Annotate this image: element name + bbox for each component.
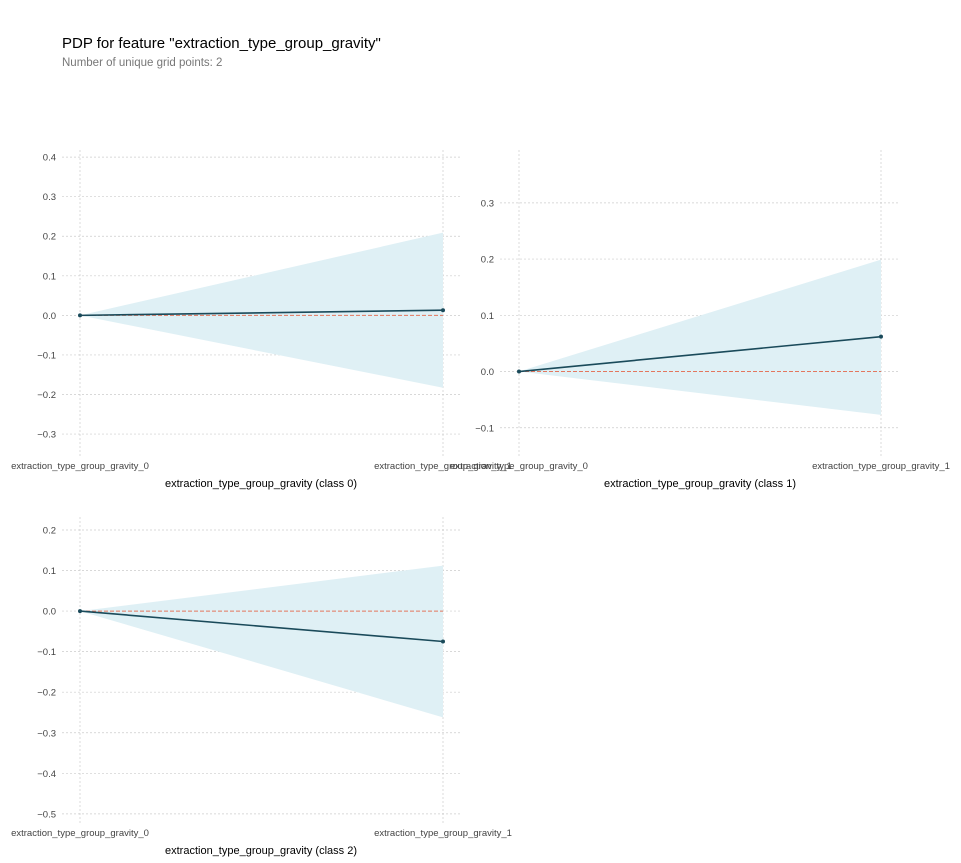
y-tick-label: −0.2	[37, 688, 56, 699]
y-tick-label: 0.0	[43, 311, 56, 322]
y-tick-label: 0.4	[43, 153, 56, 164]
y-tick-label: −0.3	[37, 430, 56, 441]
y-tick-label: 0.1	[43, 566, 56, 577]
pdp-line	[79, 610, 444, 643]
x-axis-label: extraction_type_group_gravity (class 0)	[165, 478, 357, 490]
confidence-band	[80, 565, 443, 718]
pdp-panel-class-0: 0.4 0.3 0.2 0.1 0.0 −0.1 −0.2 −0.3 extraction_ty…	[11, 150, 512, 490]
x-tick-label: extraction_type_group_gravity_1	[374, 828, 512, 839]
x-tick-label: extraction_type_group_gravity_0	[450, 461, 588, 472]
pdp-point	[78, 609, 82, 614]
y-tick-label: 0.3	[481, 198, 494, 209]
chart-subtitle: Number of unique grid points: 2	[62, 57, 223, 69]
confidence-band	[80, 232, 443, 388]
x-axis-label: extraction_type_group_gravity (class 1)	[604, 478, 796, 490]
y-tick-label: −0.5	[37, 809, 56, 820]
pdp-point	[441, 308, 445, 313]
y-tick-label: −0.1	[475, 423, 494, 434]
y-tick-label: 0.0	[43, 607, 56, 618]
y-tick-label: 0.0	[481, 367, 494, 378]
pdp-point	[78, 313, 82, 318]
pdp-panel-class-2: 0.2 0.1 0.0 −0.1 −0.2 −0.3 −0.4 −0.5 extraction_…	[11, 517, 512, 857]
x-tick-label: extraction_type_group_gravity_0	[11, 461, 149, 472]
pdp-line	[518, 335, 882, 373]
y-tick-label: 0.1	[43, 271, 56, 282]
x-tick-label: extraction_type_group_gravity_1	[374, 461, 512, 472]
y-tick-label: −0.4	[37, 769, 56, 780]
y-tick-label: −0.1	[37, 350, 56, 361]
y-tick-label: −0.3	[37, 728, 56, 739]
x-axis-label: extraction_type_group_gravity (class 2)	[165, 845, 357, 857]
chart-title: PDP for feature "extraction_type_group_g…	[62, 35, 381, 52]
confidence-band	[519, 259, 881, 415]
y-tick-label: 0.1	[481, 311, 494, 322]
y-tick-label: 0.2	[43, 525, 56, 536]
pdp-point	[879, 334, 883, 339]
pdp-point	[441, 639, 445, 644]
y-tick-label: −0.1	[37, 647, 56, 658]
pdp-point	[517, 369, 521, 374]
pdp-line	[79, 309, 444, 317]
x-tick-label: extraction_type_group_gravity_1	[812, 461, 950, 472]
y-tick-label: 0.3	[43, 192, 56, 203]
y-tick-label: −0.2	[37, 390, 56, 401]
pdp-panel-class-1: 0.3 0.2 0.1 0.0 −0.1 extraction_type_group_gr…	[450, 150, 950, 490]
y-tick-label: 0.2	[43, 232, 56, 243]
y-tick-label: 0.2	[481, 255, 494, 266]
x-tick-label: extraction_type_group_gravity_0	[11, 828, 149, 839]
